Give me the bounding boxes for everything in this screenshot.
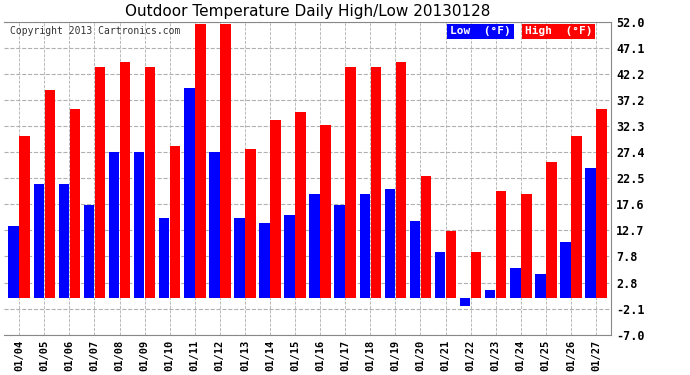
Bar (435, 252, 445, 298)
Text: High  (°F): High (°F) (525, 26, 593, 36)
Bar (320, 125, 331, 298)
Bar (460, 298, 471, 306)
Bar (159, 218, 170, 298)
Bar (234, 218, 245, 298)
Bar (259, 224, 270, 298)
Bar (346, 67, 356, 298)
Bar (245, 149, 256, 298)
Bar (170, 146, 181, 298)
Bar (145, 67, 155, 298)
Bar (220, 24, 230, 298)
Text: Low  (°F): Low (°F) (451, 26, 511, 36)
Bar (546, 162, 557, 298)
Bar (496, 192, 506, 298)
Bar (134, 152, 144, 298)
Bar (184, 88, 195, 298)
Bar (485, 290, 495, 298)
Bar (395, 62, 406, 298)
Bar (309, 194, 320, 298)
Bar (371, 67, 381, 298)
Bar (70, 109, 80, 298)
Bar (209, 152, 219, 298)
Bar (384, 189, 395, 298)
Bar (270, 120, 281, 298)
Bar (83, 205, 95, 298)
Bar (446, 231, 456, 298)
Bar (109, 152, 119, 298)
Bar (19, 136, 30, 298)
Bar (295, 112, 306, 298)
Bar (284, 215, 295, 298)
Bar (510, 268, 520, 298)
Bar (585, 168, 595, 298)
Bar (560, 242, 571, 298)
Bar (535, 274, 546, 298)
Bar (335, 205, 345, 298)
Bar (471, 252, 482, 298)
Text: Copyright 2013 Cartronics.com: Copyright 2013 Cartronics.com (10, 26, 181, 36)
Bar (34, 183, 44, 298)
Bar (421, 176, 431, 298)
Bar (95, 67, 106, 298)
Bar (521, 194, 531, 298)
Bar (596, 109, 607, 298)
Bar (8, 226, 19, 298)
Bar (359, 194, 370, 298)
Title: Outdoor Temperature Daily High/Low 20130128: Outdoor Temperature Daily High/Low 20130… (125, 4, 491, 19)
Bar (120, 62, 130, 298)
Bar (59, 183, 69, 298)
Bar (45, 90, 55, 298)
Bar (571, 136, 582, 298)
Bar (195, 24, 206, 298)
Bar (410, 220, 420, 298)
